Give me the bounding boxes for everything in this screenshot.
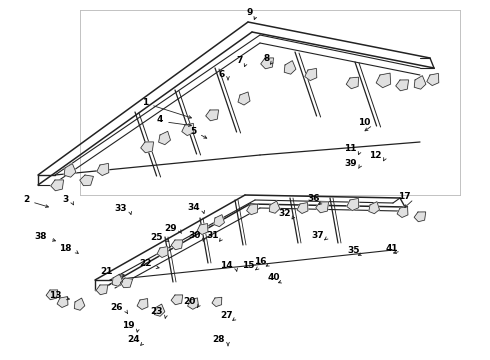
Text: 6: 6: [219, 69, 225, 78]
Text: 4: 4: [157, 114, 163, 123]
Polygon shape: [414, 212, 426, 222]
Text: 36: 36: [308, 194, 320, 202]
Text: 7: 7: [237, 55, 243, 64]
Text: 13: 13: [49, 291, 62, 300]
Polygon shape: [171, 295, 183, 305]
Text: 35: 35: [347, 246, 360, 255]
Text: 25: 25: [150, 233, 163, 242]
Polygon shape: [159, 131, 171, 145]
Polygon shape: [397, 207, 408, 217]
Text: 27: 27: [220, 310, 233, 320]
Text: 23: 23: [150, 307, 163, 316]
Polygon shape: [297, 203, 308, 213]
Text: 14: 14: [220, 261, 233, 270]
Text: 3: 3: [63, 194, 69, 203]
Polygon shape: [246, 204, 258, 215]
Text: 1: 1: [142, 98, 148, 107]
Text: 26: 26: [111, 303, 123, 312]
Polygon shape: [157, 247, 168, 257]
Text: 16: 16: [254, 256, 267, 266]
Text: 40: 40: [268, 274, 280, 283]
Text: 31: 31: [206, 230, 219, 239]
Polygon shape: [80, 175, 94, 186]
Polygon shape: [212, 297, 222, 307]
Polygon shape: [376, 73, 391, 87]
Polygon shape: [120, 278, 133, 288]
Text: 29: 29: [164, 224, 177, 233]
Text: 5: 5: [190, 126, 196, 135]
Polygon shape: [57, 297, 68, 307]
Text: 9: 9: [246, 8, 253, 17]
Text: 21: 21: [100, 267, 113, 276]
Text: 15: 15: [243, 261, 255, 270]
Text: 24: 24: [127, 336, 140, 345]
Polygon shape: [305, 68, 317, 81]
Polygon shape: [414, 76, 426, 89]
Polygon shape: [284, 60, 296, 74]
Text: 41: 41: [385, 243, 398, 252]
Text: 18: 18: [59, 243, 72, 252]
Polygon shape: [137, 298, 148, 310]
Text: 12: 12: [369, 150, 382, 159]
Text: 33: 33: [115, 203, 127, 212]
Text: 20: 20: [184, 297, 196, 306]
Polygon shape: [171, 240, 183, 250]
Text: 38: 38: [34, 231, 47, 240]
Polygon shape: [347, 198, 359, 211]
Text: 30: 30: [189, 230, 201, 239]
Polygon shape: [112, 274, 123, 286]
Polygon shape: [182, 123, 194, 136]
Text: 37: 37: [311, 230, 324, 239]
Polygon shape: [270, 201, 280, 213]
Polygon shape: [427, 73, 439, 86]
Polygon shape: [64, 164, 76, 177]
Polygon shape: [316, 202, 328, 213]
Polygon shape: [238, 92, 250, 105]
Polygon shape: [396, 80, 409, 91]
Polygon shape: [51, 180, 64, 191]
Text: 10: 10: [358, 117, 370, 126]
Text: 11: 11: [344, 144, 357, 153]
Polygon shape: [154, 304, 165, 316]
Text: 8: 8: [264, 54, 270, 63]
Text: 28: 28: [213, 336, 225, 345]
Text: 39: 39: [344, 158, 357, 167]
Polygon shape: [141, 142, 153, 153]
Polygon shape: [261, 58, 273, 69]
Polygon shape: [214, 215, 224, 227]
Polygon shape: [74, 298, 85, 310]
Polygon shape: [206, 110, 219, 121]
Text: 17: 17: [398, 192, 411, 201]
Text: 32: 32: [278, 208, 291, 217]
Polygon shape: [97, 163, 109, 176]
Polygon shape: [369, 202, 379, 213]
Polygon shape: [46, 290, 58, 300]
Text: 22: 22: [140, 260, 152, 269]
Polygon shape: [197, 224, 208, 234]
Text: 34: 34: [187, 202, 200, 212]
Text: 2: 2: [23, 194, 29, 203]
Polygon shape: [346, 77, 359, 89]
Polygon shape: [188, 298, 198, 309]
Text: 19: 19: [122, 320, 135, 329]
Polygon shape: [96, 285, 108, 295]
